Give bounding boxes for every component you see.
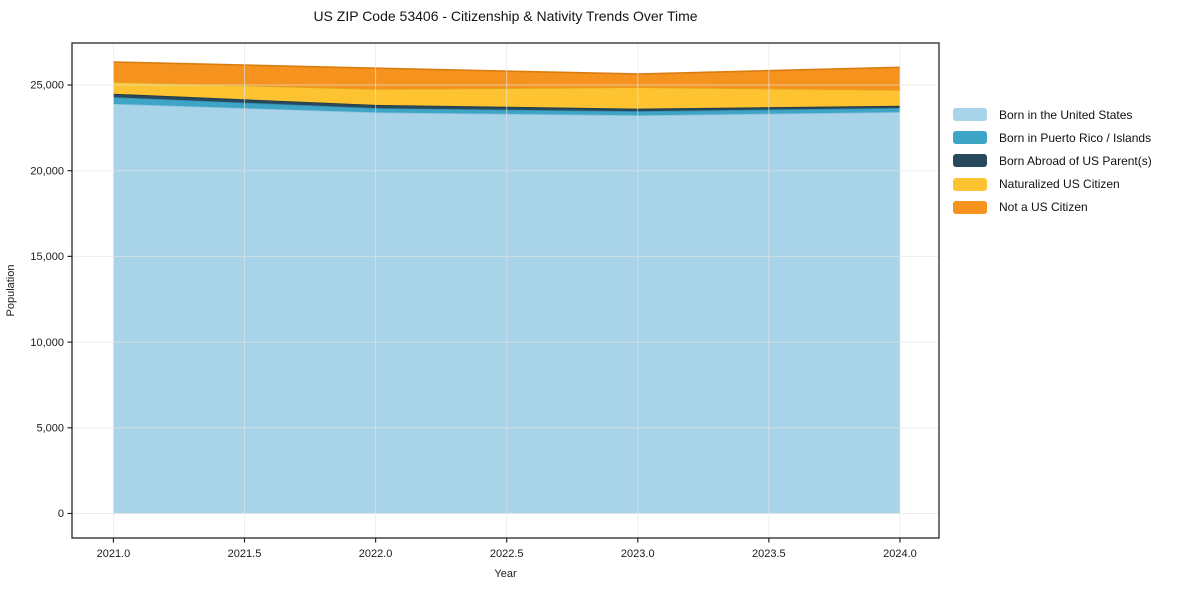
legend-swatch-icon bbox=[953, 177, 987, 191]
x-tick-label: 2022.5 bbox=[490, 548, 524, 560]
y-axis-label: Population bbox=[5, 265, 17, 317]
x-axis-label: Year bbox=[494, 568, 517, 580]
legend-label: Born in the United States bbox=[999, 107, 1133, 122]
x-tick-label: 2023.0 bbox=[621, 548, 655, 560]
x-tick-label: 2022.0 bbox=[359, 548, 393, 560]
legend-item-born-in-puerto-rico-islands: Born in Puerto Rico / Islands bbox=[953, 126, 1152, 149]
y-tick-label: 5,000 bbox=[36, 423, 64, 435]
y-tick-label: 10,000 bbox=[30, 337, 64, 349]
legend-item-born-abroad-of-us-parent-s: Born Abroad of US Parent(s) bbox=[953, 149, 1152, 172]
legend-swatch-icon bbox=[953, 108, 987, 122]
legend-label: Naturalized US Citizen bbox=[999, 177, 1120, 192]
legend-swatch-icon bbox=[953, 200, 987, 214]
y-tick-label: 20,000 bbox=[30, 165, 64, 177]
legend-item-naturalized-us-citizen: Naturalized US Citizen bbox=[953, 173, 1152, 196]
legend-label: Born Abroad of US Parent(s) bbox=[999, 153, 1152, 168]
x-tick-label: 2021.5 bbox=[228, 548, 262, 560]
y-tick-label: 0 bbox=[58, 508, 64, 520]
legend-label: Not a US Citizen bbox=[999, 200, 1088, 215]
plot-frame bbox=[71, 42, 940, 539]
chart-legend: Born in the United States Born in Puerto … bbox=[953, 103, 1152, 219]
legend-item-born-in-the-united-states: Born in the United States bbox=[953, 103, 1152, 126]
y-tick-label: 15,000 bbox=[30, 251, 64, 263]
chart-title: US ZIP Code 53406 - Citizenship & Nativi… bbox=[313, 8, 698, 24]
legend-item-not-a-us-citizen: Not a US Citizen bbox=[953, 196, 1152, 219]
legend-swatch-icon bbox=[953, 154, 987, 168]
x-tick-label: 2024.0 bbox=[883, 548, 917, 560]
x-tick-label: 2023.5 bbox=[752, 548, 786, 560]
legend-label: Born in Puerto Rico / Islands bbox=[999, 130, 1152, 145]
y-tick-label: 25,000 bbox=[30, 80, 64, 92]
legend-swatch-icon bbox=[953, 131, 987, 145]
x-tick-label: 2021.0 bbox=[97, 548, 131, 560]
